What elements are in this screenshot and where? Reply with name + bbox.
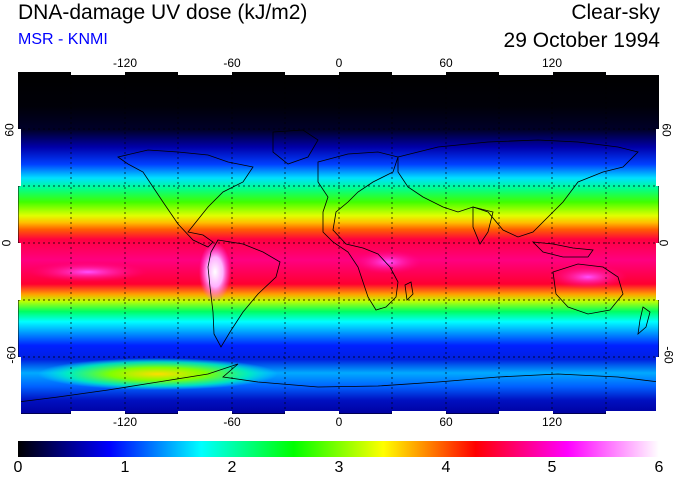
lon-tick-bottom-m60: -60: [223, 415, 241, 429]
frame-top-segment-2: [178, 72, 232, 75]
frame-right-segment-2: [656, 243, 659, 300]
colorbar-label-6: 6: [654, 459, 664, 476]
lon-tick-top-m60: -60: [223, 56, 241, 70]
frame-top-segment-4: [392, 72, 446, 75]
frame-bottom-segment-4: [392, 411, 446, 414]
sky-condition-label: Clear-sky: [571, 1, 660, 24]
lon-tick-bottom-60: 60: [439, 415, 453, 429]
andes-high-dose-region: [199, 242, 231, 302]
colorbar-label-3: 3: [334, 459, 344, 476]
new-zealand-coast: [637, 306, 651, 336]
lat-tick-left-60: 60: [2, 123, 17, 137]
colorbar-label-2: 2: [227, 459, 237, 476]
lat-tick-right-60: 60: [659, 123, 674, 137]
greenland-coast: [272, 129, 319, 165]
frame-bottom-segment-2: [178, 411, 232, 414]
frame-top-segment-6: [606, 72, 659, 75]
map-frame: [18, 72, 659, 414]
data-source-label: MSR - KNMI: [18, 31, 108, 48]
asia-coast: [397, 139, 639, 238]
frame-right-segment-1: [656, 129, 659, 186]
lon-tick-top-0: 0: [335, 56, 343, 70]
map-title: DNA-damage UV dose (kJ/m2): [18, 1, 308, 24]
frame-bottom-segment-6: [606, 411, 659, 414]
frame-top-segment-3: [285, 72, 339, 75]
frame-right-segment-3: [656, 357, 659, 414]
colorbar-label-1: 1: [120, 459, 130, 476]
gridlines: [18, 72, 659, 414]
lon-tick-top-120: 120: [541, 56, 563, 70]
madagascar-coast: [404, 281, 414, 301]
south-america-coast: [207, 239, 281, 348]
frame-top-segment-1: [71, 72, 125, 75]
lon-tick-top-m120: -120: [112, 56, 138, 70]
map-date: 29 October 1994: [503, 29, 660, 52]
lat-tick-left-0: 0: [0, 239, 14, 247]
europe-africa-coast: [317, 151, 399, 311]
india-coast: [472, 206, 494, 245]
antarctic-high-dose-region: [38, 358, 278, 390]
north-america-coast: [117, 149, 254, 248]
southeast-asia-islands: [531, 241, 594, 258]
australia-high-dose-region: [548, 265, 628, 289]
lat-tick-left-m60: -60: [4, 346, 19, 364]
frame-left-segment-1: [18, 129, 21, 186]
frame-left-segment-2: [18, 243, 21, 300]
frame-top-segment-5: [499, 72, 553, 75]
colorbar-label-4: 4: [441, 459, 451, 476]
pacific-high-dose-region: [28, 262, 148, 282]
lon-tick-bottom-0: 0: [335, 415, 343, 429]
colorbar-label-0: 0: [13, 459, 23, 476]
lon-tick-top-60: 60: [439, 56, 453, 70]
colorbar-label-5: 5: [547, 459, 557, 476]
frame-bottom-segment-1: [71, 411, 125, 414]
frame-bottom-segment-5: [499, 411, 553, 414]
colorbar-gradient: [18, 441, 659, 457]
lon-tick-bottom-m120: -120: [112, 415, 138, 429]
lon-tick-bottom-120: 120: [541, 415, 563, 429]
colorbar: [18, 441, 659, 457]
lat-tick-right-m60: -60: [661, 346, 676, 364]
africa-high-dose-region: [353, 250, 423, 274]
frame-bottom-segment-3: [285, 411, 339, 414]
uv-dose-map: [18, 72, 659, 414]
frame-left-segment-3: [18, 357, 21, 414]
australia-coast: [552, 263, 624, 315]
